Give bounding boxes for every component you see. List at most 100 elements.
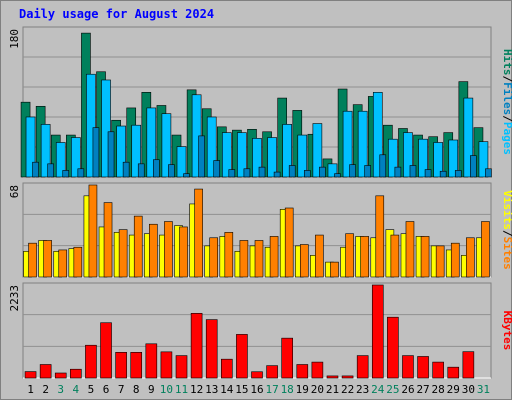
x-tick-label-day-10: 10 [160, 383, 173, 396]
bar-sites-day-8 [133, 215, 143, 278]
x-tick-label-day-6: 6 [103, 383, 110, 396]
bar-kbytes-day-16 [251, 371, 263, 379]
bar-kbytes-day-8 [130, 352, 143, 379]
bar-pages-day-18 [288, 165, 296, 178]
bar-pages-day-2 [47, 163, 54, 178]
legend-label: / [501, 230, 512, 237]
bar-files-day-5 [86, 73, 96, 178]
legend-label: / [501, 115, 512, 122]
bar-kbytes-day-27 [417, 356, 429, 379]
bar-kbytes-day-22 [341, 375, 354, 379]
bar-sites-day-29 [450, 242, 460, 278]
bar-sites-day-7 [118, 229, 128, 278]
x-tick-label-day-26: 26 [401, 383, 414, 396]
x-tick-label-day-24: 24 [371, 383, 385, 396]
bar-files-day-16 [252, 138, 262, 178]
bar-files-day-1 [25, 116, 36, 178]
bar-files-day-3 [55, 142, 66, 178]
bar-pages-day-11 [183, 173, 190, 178]
bar-sites-day-26 [405, 221, 415, 278]
x-tick-label-day-22: 22 [341, 383, 354, 396]
bar-kbytes-day-5 [85, 344, 97, 379]
bar-files-day-8 [131, 124, 142, 178]
bar-pages-day-16 [258, 166, 266, 178]
legend-visits-sites: Visits/Sites [501, 190, 512, 270]
bar-sites-day-13 [209, 237, 219, 278]
bar-files-day-6 [101, 79, 111, 178]
bar-sites-day-15 [239, 240, 249, 278]
bar-sites-day-4 [73, 246, 83, 278]
bar-files-day-7 [116, 125, 126, 178]
y-max-label: 2233 [8, 285, 21, 312]
bar-kbytes-day-21 [326, 375, 339, 379]
panel-visits-sites: 68 Visits/Sites [8, 182, 512, 278]
bar-files-day-26 [403, 132, 413, 178]
bar-sites-day-16 [254, 240, 264, 278]
bar-pages-day-31 [485, 168, 492, 178]
bar-pages-day-8 [137, 163, 145, 178]
legend-label: Files [501, 82, 512, 115]
x-tick-label-day-9: 9 [148, 383, 155, 396]
bar-sites-day-28 [435, 245, 445, 278]
bar-files-day-29 [448, 139, 459, 178]
bar-kbytes-day-23 [356, 355, 369, 379]
x-tick-label-day-11: 11 [175, 383, 188, 396]
bar-pages-day-30 [470, 155, 477, 178]
x-tick-label-day-15: 15 [235, 383, 248, 396]
legend-label: Visits [501, 190, 512, 230]
bar-pages-day-27 [424, 169, 432, 178]
x-tick-label-day-25: 25 [386, 383, 399, 396]
bar-kbytes-day-20 [311, 361, 324, 379]
bar-pages-day-23 [364, 165, 371, 178]
bar-kbytes-day-10 [160, 351, 173, 379]
x-tick-label-day-17: 17 [265, 383, 278, 396]
bar-pages-day-3 [62, 170, 70, 178]
legend-kbytes: KBytes [501, 311, 512, 351]
bar-files-day-22 [342, 110, 353, 178]
bar-sites-day-6 [103, 202, 113, 278]
bar-files-day-19 [297, 134, 308, 178]
bar-sites-day-11 [179, 226, 188, 278]
bar-files-day-11 [176, 146, 187, 178]
bar-kbytes-day-12 [190, 313, 203, 379]
bar-sites-day-1 [28, 242, 37, 278]
bar-files-day-13 [206, 116, 217, 178]
x-tick-label-day-7: 7 [118, 383, 125, 396]
bar-sites-day-9 [149, 223, 158, 278]
bar-kbytes-day-3 [54, 372, 67, 379]
y-max-label: 68 [8, 185, 21, 198]
bar-sites-day-19 [299, 244, 309, 278]
bar-files-day-10 [161, 113, 172, 178]
bar-pages-day-24 [379, 154, 387, 178]
bar-sites-day-18 [284, 207, 294, 278]
bar-pages-day-5 [92, 127, 100, 178]
x-tick-label-day-28: 28 [432, 383, 445, 396]
bar-sites-day-3 [58, 249, 68, 278]
legend-label: Pages [501, 122, 512, 155]
bar-sites-day-31 [481, 221, 490, 278]
x-tick-label-day-16: 16 [250, 383, 263, 396]
bar-files-day-15 [237, 132, 247, 178]
x-tick-label-day-20: 20 [311, 383, 324, 396]
bar-sites-day-2 [43, 240, 52, 278]
x-tick-label-day-27: 27 [416, 383, 429, 396]
x-tick-label-day-4: 4 [73, 383, 80, 396]
bar-files-day-28 [433, 142, 443, 178]
bar-kbytes-day-15 [236, 334, 248, 379]
x-tick-label-day-1: 1 [27, 383, 34, 396]
x-tick-label-day-12: 12 [190, 383, 203, 396]
bar-files-day-4 [71, 137, 81, 178]
bar-sites-day-5 [88, 184, 98, 278]
x-tick-label-day-19: 19 [296, 383, 309, 396]
bar-files-day-20 [312, 123, 323, 178]
x-tick-label-day-21: 21 [326, 383, 339, 396]
bar-pages-day-15 [243, 168, 251, 178]
legend-label: Hits [501, 49, 512, 76]
bar-kbytes-day-11 [175, 355, 188, 379]
bar-files-day-18 [282, 124, 292, 178]
bar-files-day-21 [327, 163, 338, 178]
legend-label: KBytes [501, 311, 512, 351]
panel-kbytes: 2233 KBytes [8, 282, 512, 379]
